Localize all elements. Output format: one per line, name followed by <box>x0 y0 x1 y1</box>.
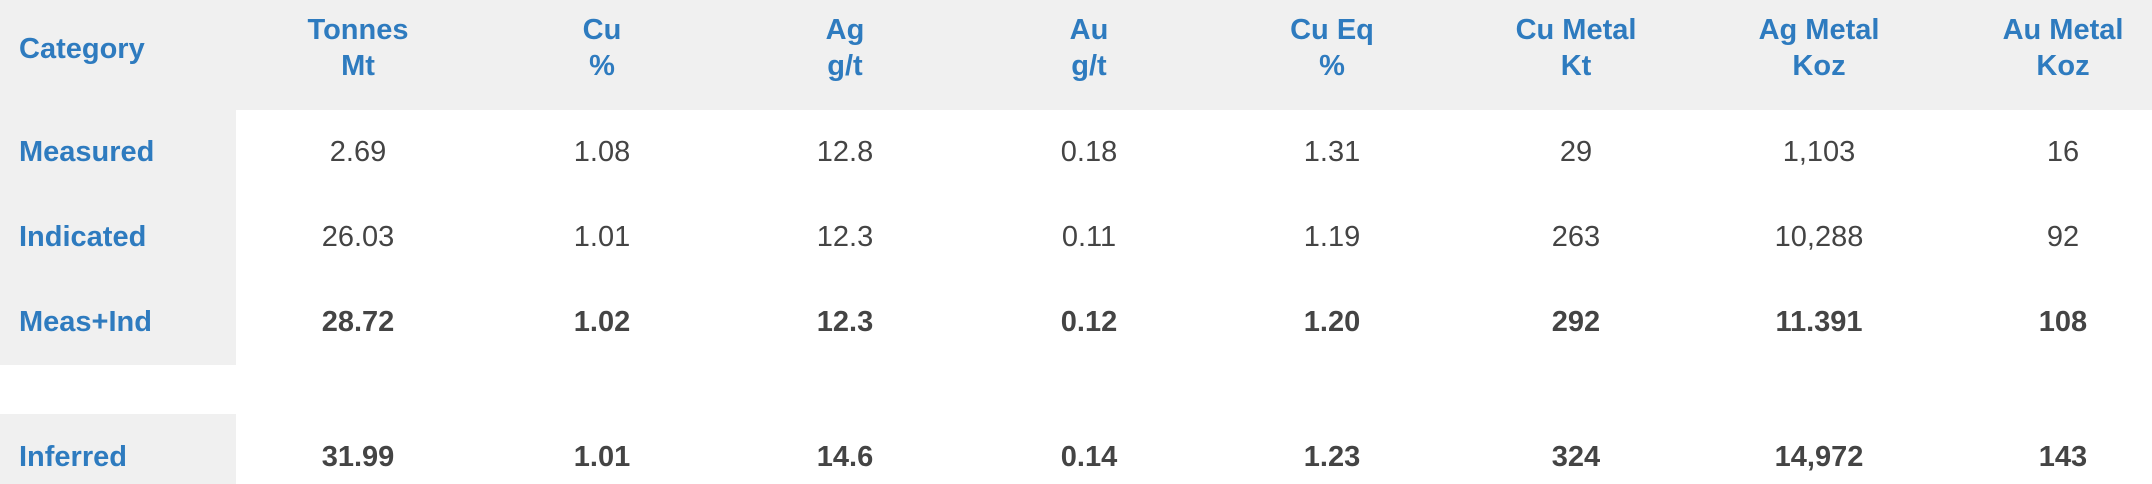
column-header: Cu <box>582 14 622 46</box>
cell: 1.20 <box>1303 306 1361 338</box>
cell: 1.23 <box>1303 441 1361 473</box>
cell: 1.31 <box>1303 136 1361 168</box>
column-header: Cu Metal <box>1515 14 1637 46</box>
cell: 263 <box>1551 221 1601 253</box>
header-background <box>0 0 2152 110</box>
column-header: % <box>1319 50 1345 82</box>
row-label: Inferred <box>19 441 127 473</box>
cell: 11.391 <box>1775 306 1863 338</box>
column-header: Tonnes <box>307 14 409 46</box>
column-header: Au <box>1069 14 1109 46</box>
cell: 0.18 <box>1060 136 1118 168</box>
column-header: Koz <box>2036 50 2090 82</box>
cell: 1,103 <box>1782 136 1856 168</box>
cell: 1.01 <box>573 441 631 473</box>
column-header: Kt <box>1560 50 1592 82</box>
row-label: Meas+Ind <box>19 306 152 338</box>
column-header: g/t <box>1071 50 1107 82</box>
header-label: Category <box>19 33 145 65</box>
row-label: Measured <box>19 136 155 168</box>
column-header: g/t <box>827 50 863 82</box>
column-header: Ag <box>825 14 865 46</box>
column-header: Au Metal <box>2002 14 2124 46</box>
cell: 92 <box>2046 221 2080 253</box>
cell: 28.72 <box>321 306 395 338</box>
cell: 31.99 <box>321 441 395 473</box>
cell: 26.03 <box>321 221 395 253</box>
cell: 1.01 <box>573 221 631 253</box>
cell: 0.12 <box>1060 306 1118 338</box>
cell: 14,972 <box>1774 441 1864 473</box>
cell: 324 <box>1551 441 1601 473</box>
column-header: Ag Metal <box>1758 14 1880 46</box>
cell: 292 <box>1551 306 1601 338</box>
column-header: Koz <box>1792 50 1846 82</box>
cell: 12.3 <box>816 306 874 338</box>
cell: 14.6 <box>816 441 874 473</box>
label-column-background <box>0 414 236 484</box>
cell: 16 <box>2046 136 2080 168</box>
cell: 10,288 <box>1774 221 1864 253</box>
cell: 12.3 <box>816 221 874 253</box>
label-column-background <box>0 110 236 365</box>
cell: 0.14 <box>1060 441 1118 473</box>
cell: 108 <box>2038 306 2088 338</box>
cell: 1.19 <box>1303 221 1361 253</box>
row-label: Indicated <box>19 221 147 253</box>
cell: 12.8 <box>816 136 874 168</box>
cell: 143 <box>2038 441 2088 473</box>
cell: 29 <box>1559 136 1593 168</box>
cell: 1.08 <box>573 136 631 168</box>
column-header: % <box>589 50 615 82</box>
column-header: Cu Eq <box>1290 14 1374 46</box>
cell: 0.11 <box>1061 221 1117 253</box>
cell: 2.69 <box>329 136 387 168</box>
cell: 1.02 <box>573 306 631 338</box>
column-header: Mt <box>341 50 375 82</box>
